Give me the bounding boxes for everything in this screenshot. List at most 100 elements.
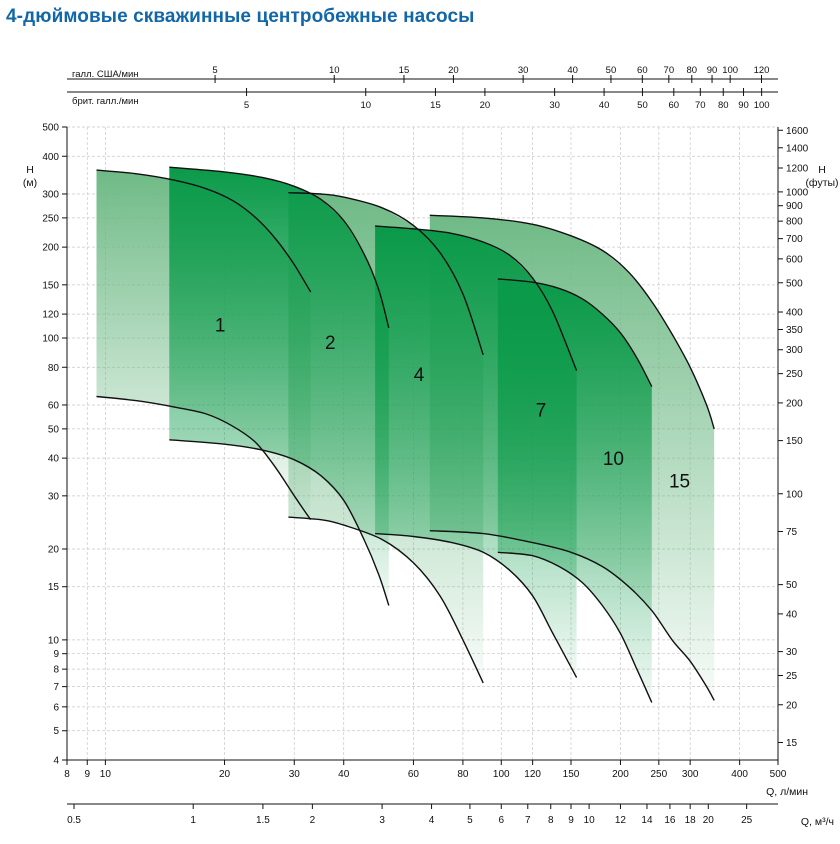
y-tick-label-left: 40 — [48, 454, 60, 465]
y-axis-right-title: H — [818, 164, 826, 176]
y-tick-label-left: 4 — [53, 756, 59, 767]
x-tick-label-m3h: 16 — [664, 815, 676, 826]
y-tick-label-left: 60 — [48, 400, 60, 411]
y-tick-label-left: 500 — [42, 123, 59, 134]
x-tick-label-m3h: 2 — [310, 815, 316, 826]
y-tick-label-right: 1400 — [786, 143, 809, 154]
x-tick-label-m3h: 9 — [568, 815, 574, 826]
x-tick-label-uk-gpm: 5 — [244, 100, 249, 111]
x-tick-label-uk-gpm: 80 — [718, 100, 729, 111]
curve-max-series-1 — [96, 169, 312, 293]
x-axis-lpm-title: Q, л/мин — [766, 786, 808, 798]
curve-min-series-2 — [169, 439, 390, 606]
curve-max-series-7 — [375, 225, 578, 371]
x-tick-label-us-gpm: 20 — [448, 65, 459, 76]
x-tick-label-m3h: 0.5 — [67, 815, 81, 826]
x-tick-label-lpm: 500 — [770, 769, 787, 780]
y-tick-label-left: 15 — [48, 582, 60, 593]
curve-min-series-7 — [375, 532, 578, 678]
y-tick-label-left: 50 — [48, 424, 60, 435]
curve-min-series-4 — [288, 516, 484, 684]
x-tick-label-us-gpm: 70 — [664, 65, 675, 76]
x-tick-label-m3h: 12 — [615, 815, 627, 826]
y-tick-label-right: 100 — [786, 489, 803, 500]
x-tick-label-uk-gpm: 50 — [637, 100, 648, 111]
y-axis-left-title: (м) — [23, 177, 37, 189]
y-tick-label-right: 30 — [786, 647, 798, 658]
y-tick-label-right: 700 — [786, 234, 803, 245]
y-tick-label-left: 100 — [42, 334, 59, 345]
curve-min-series-10 — [497, 551, 653, 703]
x-tick-label-us-gpm: 100 — [722, 65, 738, 76]
x-tick-label-lpm: 40 — [338, 769, 350, 780]
band-series-7 — [375, 226, 577, 678]
x-tick-label-uk-gpm: 90 — [738, 100, 749, 111]
x-tick-label-m3h: 5 — [467, 815, 473, 826]
y-tick-label-left: 120 — [42, 310, 59, 321]
x-axis-uk-gpm-title: брит. галл./мин — [72, 96, 139, 107]
band-series-2 — [169, 167, 389, 606]
curve-min-series-15 — [429, 530, 715, 701]
x-tick-label-uk-gpm: 100 — [754, 100, 770, 111]
x-tick-label-lpm: 100 — [493, 769, 510, 780]
y-tick-label-right: 350 — [786, 325, 803, 336]
series-label-2: 2 — [325, 333, 336, 354]
y-tick-label-right: 1000 — [786, 187, 809, 198]
y-tick-label-left: 300 — [42, 189, 59, 200]
x-tick-label-lpm: 10 — [100, 769, 112, 780]
y-tick-label-right: 75 — [786, 527, 798, 538]
x-tick-label-lpm: 150 — [563, 769, 580, 780]
x-tick-label-us-gpm: 120 — [754, 65, 770, 76]
x-tick-label-lpm: 250 — [650, 769, 667, 780]
x-tick-label-lpm: 8 — [64, 769, 70, 780]
x-tick-label-m3h: 8 — [548, 815, 554, 826]
y-tick-label-left: 80 — [48, 363, 60, 374]
series-label-1: 1 — [215, 316, 226, 337]
x-tick-label-m3h: 4 — [429, 815, 435, 826]
x-tick-label-lpm: 60 — [408, 769, 420, 780]
y-tick-label-right: 200 — [786, 398, 803, 409]
y-tick-label-right: 1200 — [786, 163, 809, 174]
top-flow-axes: 5 10 15 20 30 40 50 60 70 80 90 100 120 галл. США/мин… — [67, 65, 778, 111]
y-tick-label-left: 30 — [48, 491, 60, 502]
pump-bands — [96, 167, 715, 703]
x-tick-label-lpm: 80 — [457, 769, 469, 780]
series-label-7: 7 — [536, 400, 547, 421]
x-tick-label-uk-gpm: 60 — [669, 100, 680, 111]
series-label-4: 4 — [414, 365, 425, 386]
curve-max-series-4 — [288, 192, 484, 356]
y-tick-label-left: 6 — [53, 702, 59, 713]
series-labels: 1 2 4 7 10 15 — [215, 316, 690, 493]
y-tick-label-left: 5 — [53, 726, 59, 737]
x-tick-label-us-gpm: 30 — [518, 65, 529, 76]
x-tick-label-uk-gpm: 10 — [360, 100, 371, 111]
x-tick-label-m3h: 20 — [703, 815, 715, 826]
y-tick-label-right: 150 — [786, 436, 803, 447]
x-tick-label-m3h: 3 — [379, 815, 385, 826]
y-tick-label-left: 250 — [42, 213, 59, 224]
x-tick-label-m3h: 10 — [584, 815, 596, 826]
curve-max-series-2 — [169, 166, 390, 329]
curve-max-series-15 — [429, 214, 715, 430]
y-tick-label-left: 150 — [42, 280, 59, 291]
x-tick-label-us-gpm: 5 — [212, 65, 217, 76]
x-tick-label-uk-gpm: 30 — [549, 100, 560, 111]
series-label-15: 15 — [669, 471, 690, 492]
page-title: 4-дюймовые скважинные центробежные насос… — [6, 6, 475, 27]
y-tick-label-right: 300 — [786, 345, 803, 356]
y-tick-label-left: 8 — [53, 665, 59, 676]
y-tick-label-left: 10 — [48, 635, 60, 646]
x-tick-label-m3h: 14 — [641, 815, 653, 826]
y-tick-label-left: 20 — [48, 545, 60, 556]
x-tick-label-us-gpm: 40 — [567, 65, 578, 76]
y-tick-label-left: 9 — [53, 649, 59, 660]
y-axis-left-title: H — [26, 164, 34, 176]
x-tick-label-us-gpm: 90 — [707, 65, 718, 76]
x-tick-label-us-gpm: 80 — [686, 65, 697, 76]
x-tick-label-m3h: 1.5 — [256, 815, 270, 826]
y-tick-label-right: 600 — [786, 254, 803, 265]
x-tick-label-lpm: 9 — [84, 769, 90, 780]
x-axis-us-gpm-title: галл. США/мин — [72, 69, 139, 80]
series-label-10: 10 — [603, 449, 624, 470]
